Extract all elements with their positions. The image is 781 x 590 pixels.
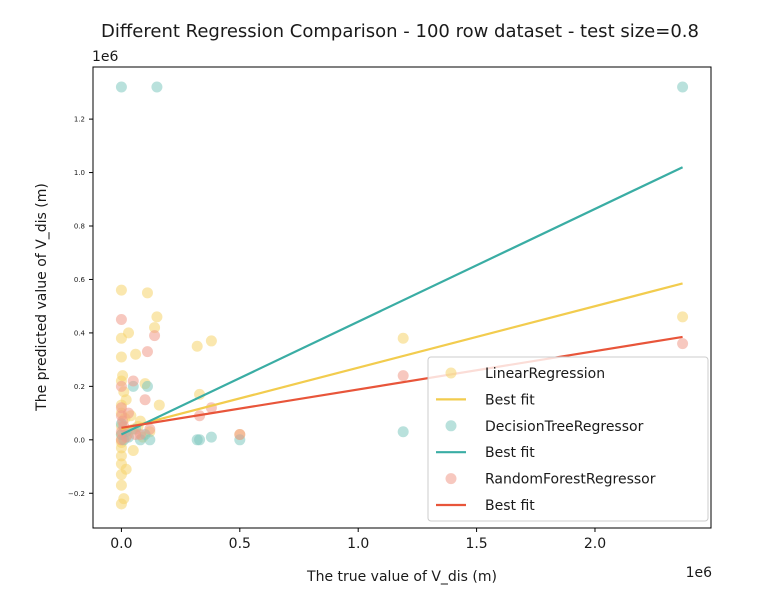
linearregression-point bbox=[120, 463, 132, 475]
decisiontreeregressor-point bbox=[151, 81, 163, 93]
decision-tree-best-fit-line bbox=[120, 166, 684, 436]
linearregression-point bbox=[191, 340, 203, 352]
y-tick-label: 0.0 bbox=[74, 436, 85, 444]
x-tick-label: 1.5 bbox=[465, 536, 487, 552]
linearregression-point bbox=[397, 332, 409, 344]
x-tick-label: 2.0 bbox=[584, 536, 606, 552]
y-tick-label: −0.2 bbox=[68, 490, 85, 498]
linearregression-point bbox=[117, 370, 129, 382]
linearregression-point bbox=[115, 351, 127, 363]
decisiontreeregressor-point bbox=[144, 434, 156, 446]
y-axis-ticks: −0.2 0.0 0.2 0.4 0.6 0.8 1.0 1.2 bbox=[68, 116, 93, 498]
decisiontreeregressor-point bbox=[205, 431, 217, 443]
y-axis-label: The predicted value of V_dis (m) bbox=[34, 183, 50, 412]
randomforestregressor-point bbox=[141, 346, 153, 358]
legend-marker bbox=[445, 473, 457, 485]
decisiontreeregressor-point bbox=[677, 81, 689, 93]
y-offset-text: 1e6 bbox=[92, 49, 119, 65]
legend-marker bbox=[445, 420, 457, 432]
linearregression-point bbox=[118, 493, 130, 505]
y-tick-label: 0.4 bbox=[74, 329, 86, 337]
legend-label: Best fit bbox=[485, 392, 535, 408]
randomforestregressor-point bbox=[123, 407, 135, 419]
legend-label: LinearRegression bbox=[485, 366, 605, 382]
decisiontreeregressor-point bbox=[141, 380, 153, 392]
y-tick-label: 0.8 bbox=[74, 223, 85, 231]
legend-label: Best fit bbox=[485, 445, 535, 461]
legend: LinearRegression Best fit DecisionTreeRegr… bbox=[427, 356, 709, 522]
linearregression-point bbox=[115, 284, 127, 296]
linearregression-point bbox=[120, 394, 132, 406]
x-axis-label: The true value of V_dis (m) bbox=[306, 569, 497, 585]
linearregression-point bbox=[127, 444, 139, 456]
y-tick-label: 1.2 bbox=[74, 116, 85, 124]
randomforestregressor-point bbox=[149, 330, 161, 342]
randomforestregressor-point bbox=[234, 428, 246, 440]
best-fit-lines bbox=[120, 166, 684, 436]
y-tick-label: 1.0 bbox=[74, 169, 85, 177]
legend-label: RandomForestRegressor bbox=[485, 472, 656, 488]
y-tick-label: 0.6 bbox=[74, 276, 86, 284]
randomforestregressor-point bbox=[677, 338, 689, 350]
linearregression-point bbox=[141, 287, 153, 299]
chart-title: Different Regression Comparison - 100 ro… bbox=[101, 21, 699, 42]
randomforestregressor-point bbox=[115, 380, 127, 392]
x-offset-text: 1e6 bbox=[686, 565, 713, 581]
randomforestregressor-point bbox=[397, 370, 409, 382]
linearregression-point bbox=[205, 335, 217, 347]
x-tick-label: 0.0 bbox=[110, 536, 132, 552]
randomforestregressor-point bbox=[139, 394, 151, 406]
decisiontreeregressor-point bbox=[194, 434, 206, 446]
linearregression-point bbox=[151, 311, 163, 323]
legend-box bbox=[427, 356, 709, 522]
linearregression-point bbox=[130, 348, 142, 360]
linearregression-point bbox=[149, 322, 161, 334]
linearregression-point bbox=[677, 311, 689, 323]
x-tick-label: 1.0 bbox=[347, 536, 369, 552]
linear-best-fit-line bbox=[121, 282, 683, 431]
decisiontreeregressor-point bbox=[397, 426, 409, 438]
randomforestregressor-point bbox=[115, 314, 127, 326]
legend-label: Best fit bbox=[485, 498, 535, 514]
linearregression-point bbox=[153, 399, 165, 411]
x-axis-ticks: 0.0 0.5 1.0 1.5 2.0 bbox=[110, 528, 606, 552]
randomforestregressor-point bbox=[134, 428, 146, 440]
random-forest-best-fit-line bbox=[121, 335, 683, 429]
y-tick-label: 0.2 bbox=[74, 383, 85, 391]
decisiontreeregressor-point bbox=[115, 81, 127, 93]
linearregression-point bbox=[115, 450, 127, 462]
legend-label: DecisionTreeRegressor bbox=[485, 419, 644, 435]
linearregression-point bbox=[123, 327, 135, 339]
linearregression-point bbox=[115, 479, 127, 491]
x-tick-label: 0.5 bbox=[229, 536, 251, 552]
randomforestregressor-point bbox=[144, 423, 156, 435]
randomforestregressor-point bbox=[127, 375, 139, 387]
legend-marker bbox=[445, 367, 457, 379]
